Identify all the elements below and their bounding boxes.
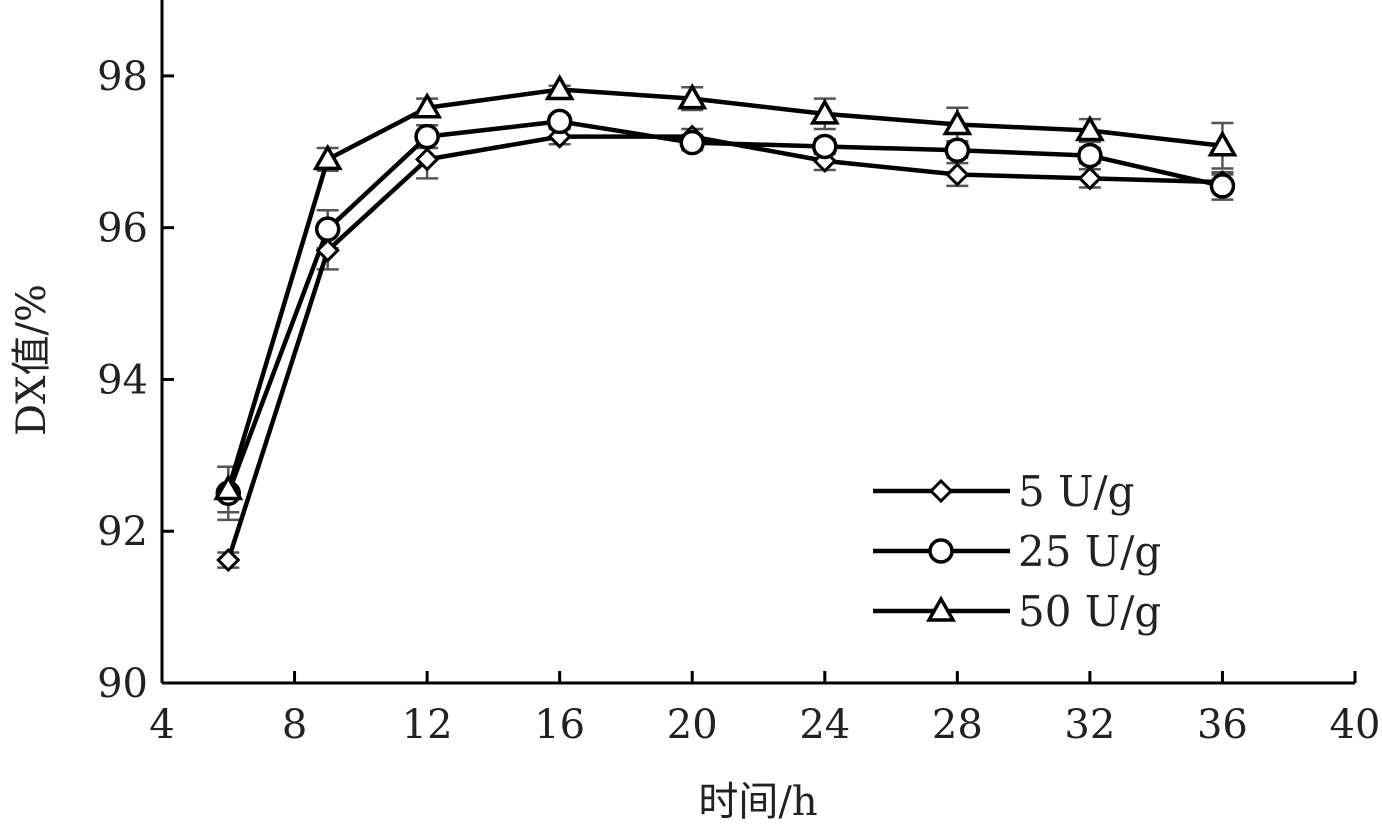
point-50-u-g: [312, 143, 343, 171]
x-tick-label: 4: [149, 702, 174, 748]
point-25-u-g: [812, 133, 838, 160]
point-25-u-g: [546, 108, 573, 135]
point-25-u-g: [1077, 142, 1103, 169]
y-tick-label: 94: [97, 357, 148, 403]
point-50-u-g: [1207, 130, 1238, 157]
point-25-u-g: [1209, 173, 1236, 199]
point-50-u-g: [213, 473, 244, 501]
x-tick-label: 20: [667, 702, 718, 748]
x-axis-label: 时间/h: [698, 779, 817, 825]
x-tick-label: 24: [799, 702, 850, 748]
y-tick-label: 98: [97, 54, 148, 100]
legend-label-50-u-g: 50 U/g: [1018, 587, 1161, 636]
point-5-u-g: [414, 147, 440, 172]
legend-label-25-u-g: 25 U/g: [1018, 527, 1161, 576]
point-5-u-g: [1077, 166, 1103, 191]
x-tick-label: 12: [402, 702, 453, 748]
y-tick-label: 90: [97, 661, 148, 707]
point-50-u-g: [677, 83, 708, 110]
point-25-u-g: [944, 137, 971, 164]
point-5-u-g: [216, 547, 241, 573]
point-50-u-g: [1074, 115, 1105, 142]
point-50-u-g: [412, 92, 443, 119]
x-tick-label: 32: [1064, 702, 1115, 748]
legend-marker-5-u-g: [928, 478, 954, 504]
point-25-u-g: [314, 216, 341, 242]
series-markers: [213, 74, 1238, 573]
x-tick-label: 8: [282, 702, 307, 748]
point-50-u-g: [809, 98, 840, 125]
y-tick-label: 96: [97, 206, 148, 252]
x-tick-label: 40: [1330, 702, 1381, 748]
x-tick-label: 28: [932, 702, 983, 748]
point-25-u-g: [414, 123, 440, 150]
y-tick-label: 92: [97, 509, 148, 555]
series-line-50-u-g: [226, 87, 1223, 491]
legend-marker-50-u-g: [925, 595, 957, 622]
y-axis-label: DX值/%: [9, 284, 55, 436]
x-tick-label: 36: [1197, 702, 1248, 748]
legend-label-5-u-g: 5 U/g: [1018, 467, 1135, 516]
axes: 4 8 12 16 20 24 28 32 36 40 90 92 94 96 98: [97, 0, 1380, 748]
legend: 5 U/g 25 U/g 50 U/g: [873, 467, 1161, 636]
point-50-u-g: [942, 108, 973, 136]
point-25-u-g: [679, 129, 705, 156]
point-50-u-g: [544, 74, 575, 101]
x-tick-label: 16: [534, 702, 585, 748]
point-5-u-g: [315, 238, 340, 263]
point-5-u-g: [945, 162, 970, 187]
legend-marker-25-u-g: [928, 538, 954, 564]
